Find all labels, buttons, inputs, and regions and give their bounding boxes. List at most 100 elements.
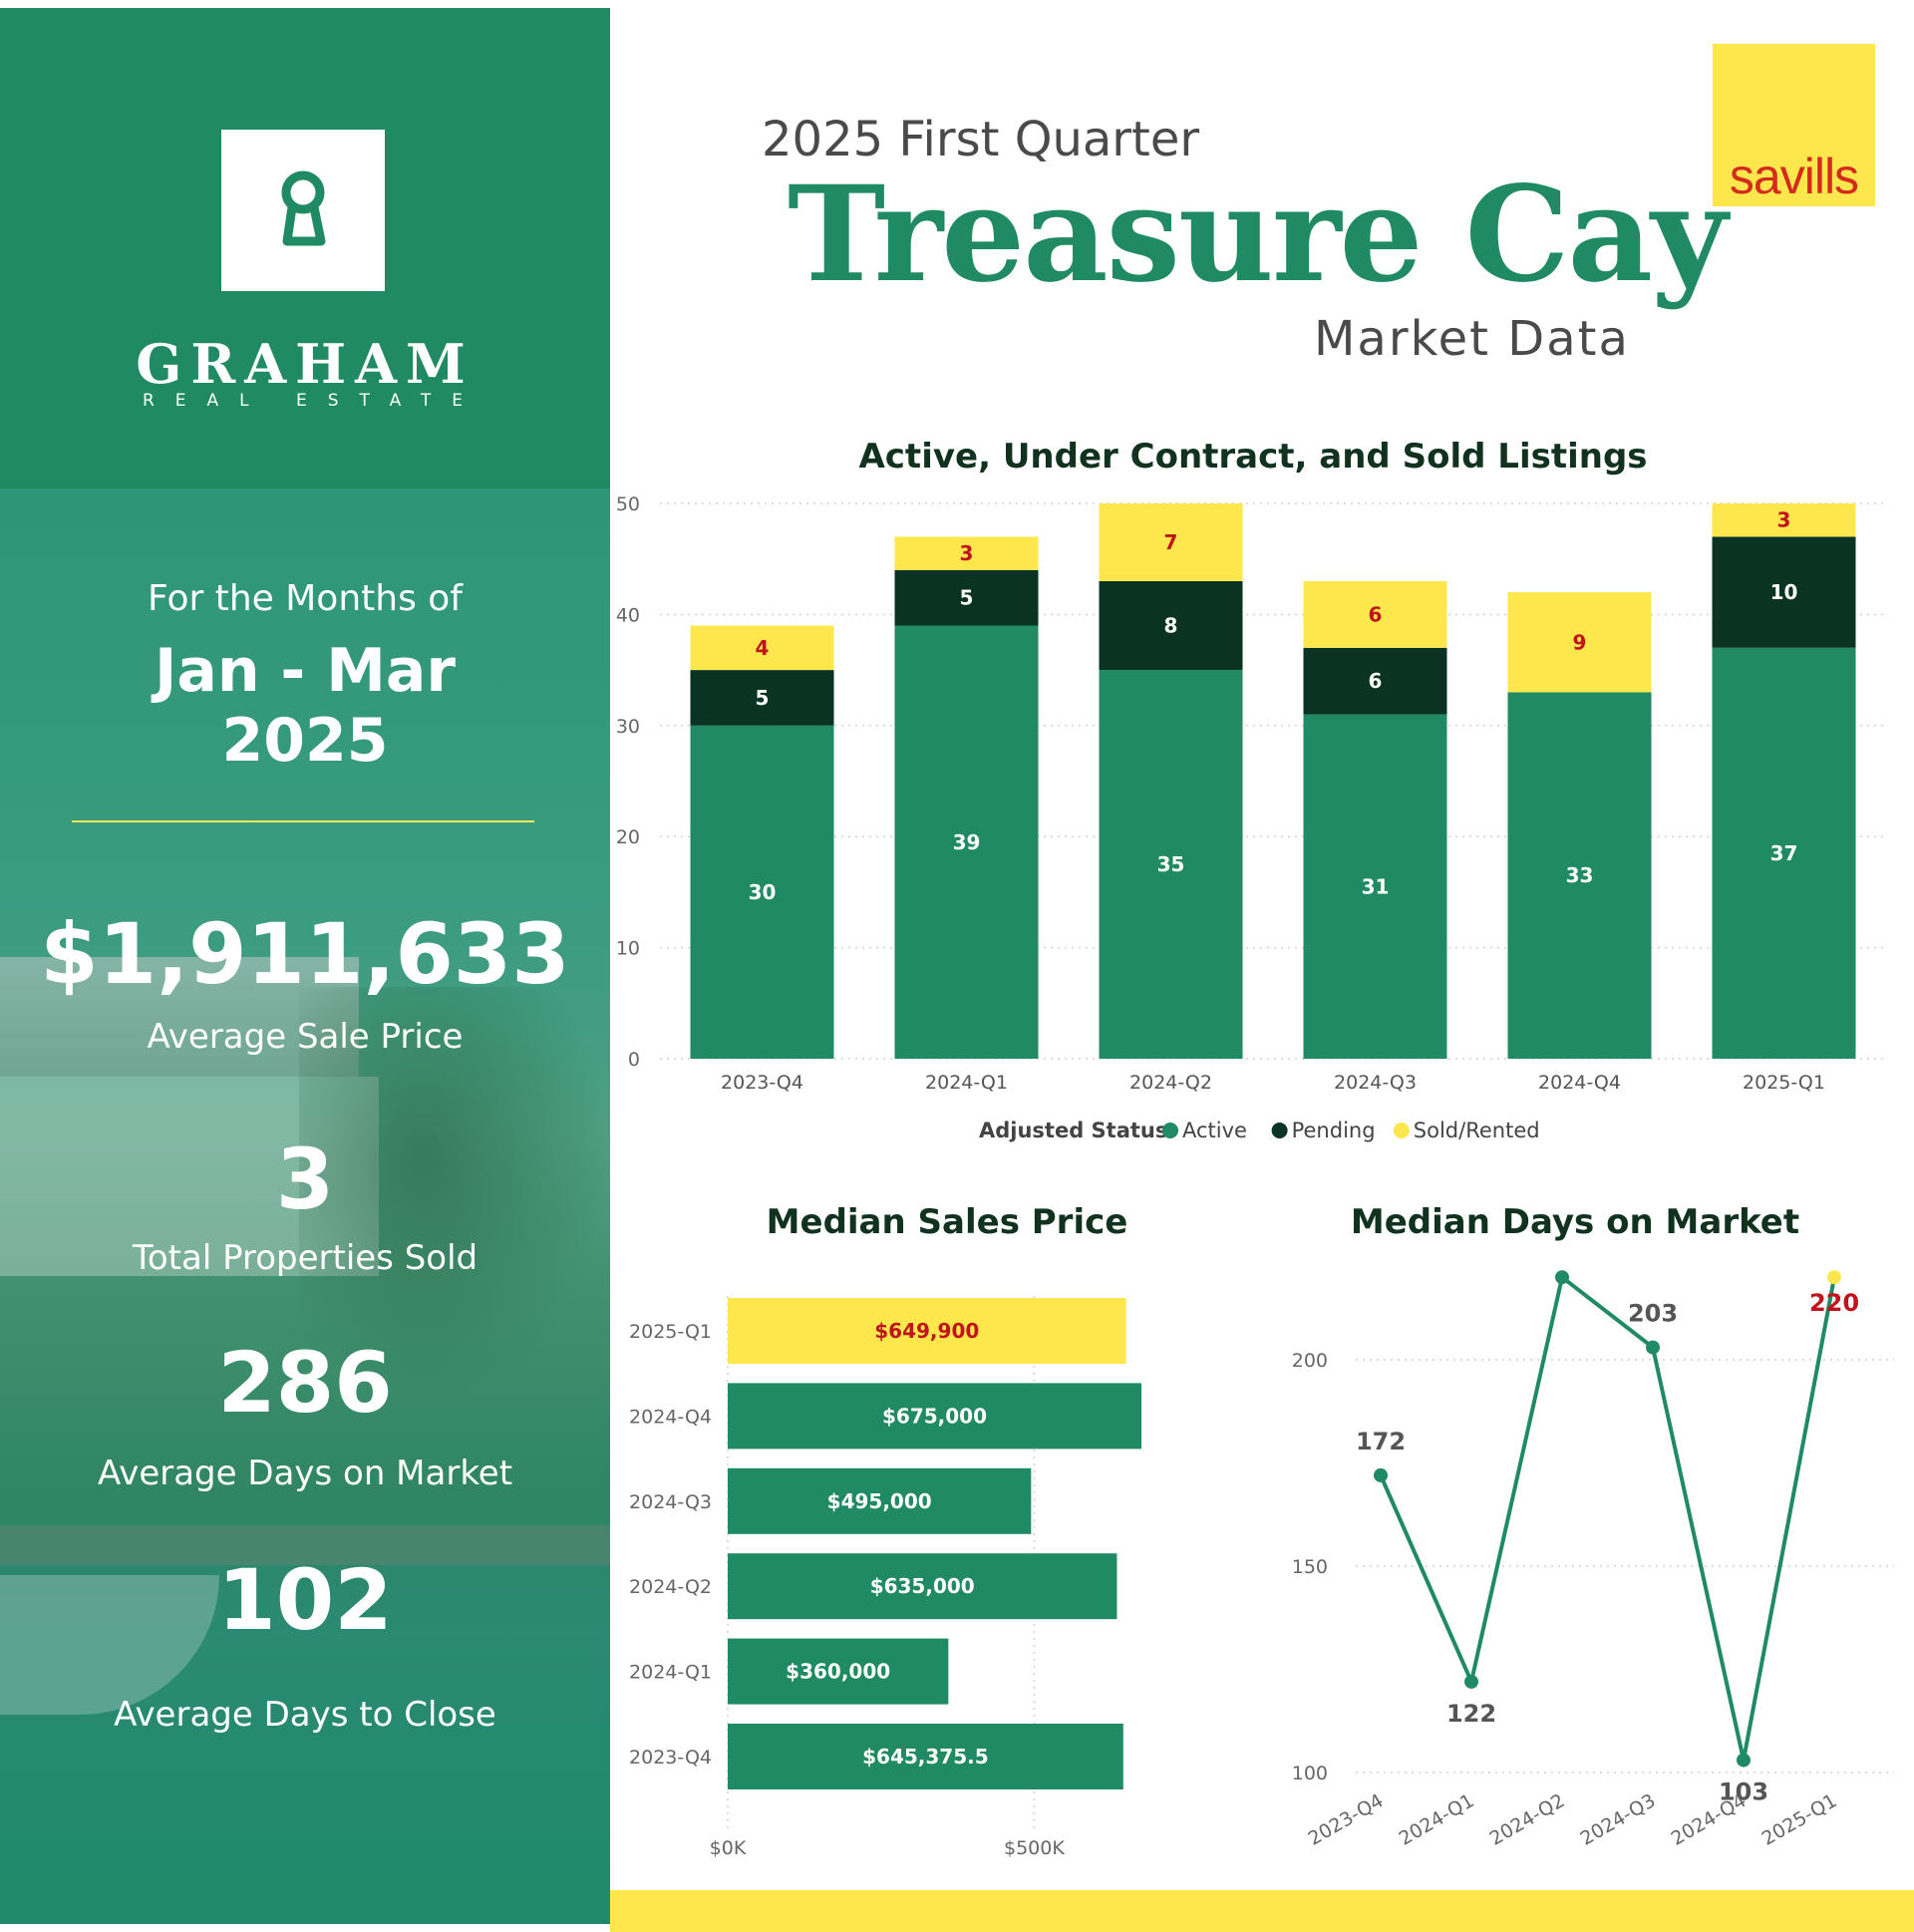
data-label: $675,000 xyxy=(882,1404,987,1428)
bar-segment-active xyxy=(1099,670,1243,1059)
bar-segment-active xyxy=(1507,692,1652,1059)
y-tick-label: 2024-Q1 xyxy=(629,1662,712,1684)
x-tick-label: 2024-Q4 xyxy=(1668,1789,1751,1850)
data-point xyxy=(1464,1674,1478,1689)
bar-segment-active xyxy=(894,625,1039,1059)
brand-tagline: REAL ESTATE xyxy=(142,391,484,411)
y-tick-label: 50 xyxy=(616,493,640,515)
y-tick-label: 0 xyxy=(628,1049,640,1071)
palm-trees-shape xyxy=(299,987,610,1406)
data-label: 122 xyxy=(1446,1700,1496,1728)
total-sold-value: 3 xyxy=(275,1130,335,1228)
median-price-bar-chart: $0K $500K $649,900 2025-Q1 $675,000 2024-Q4 $4… xyxy=(629,1296,1141,1859)
data-label: 6 xyxy=(1369,602,1383,626)
y-tick-label: 2024-Q4 xyxy=(629,1406,712,1428)
keyhole-icon xyxy=(281,170,326,246)
data-label: 220 xyxy=(1537,1256,1587,1257)
median-price-chart-title: Median Sales Price xyxy=(766,1202,1128,1242)
avg-dom-value: 286 xyxy=(217,1334,393,1432)
data-label: 220 xyxy=(1809,1289,1859,1317)
x-tick-label: 2024-Q1 xyxy=(1396,1789,1478,1850)
y-tick-label: 40 xyxy=(616,604,640,626)
x-tick-label: 2024-Q2 xyxy=(1129,1072,1212,1094)
data-label: $649,900 xyxy=(874,1319,979,1343)
y-tick-label: 20 xyxy=(616,826,640,848)
left-panel: GRAHAM REAL ESTATE For the Months of Jan… xyxy=(0,8,610,1924)
y-tick-label: 150 xyxy=(1292,1556,1328,1578)
data-label: $645,375.5 xyxy=(862,1745,989,1769)
x-tick-label: 2024-Q3 xyxy=(1577,1789,1660,1850)
x-tick-label: 2024-Q2 xyxy=(1486,1789,1569,1850)
data-label: 39 xyxy=(953,830,981,854)
report-title: Treasure Cay xyxy=(788,158,1728,312)
y-tick-label: 2025-Q1 xyxy=(629,1321,712,1343)
median-dom-chart-title: Median Days on Market xyxy=(1350,1202,1800,1242)
report-subtitle: 2025 First Quarter xyxy=(762,112,1200,167)
background-photo xyxy=(0,488,610,1924)
legend-swatch xyxy=(1162,1123,1178,1138)
y-tick-label: 10 xyxy=(616,938,640,960)
y-tick-label: 200 xyxy=(1292,1350,1328,1372)
period-year: 2025 xyxy=(221,706,389,776)
data-label: 8 xyxy=(1164,614,1178,638)
bar-segment-active xyxy=(690,725,834,1059)
avg-dom-label: Average Days on Market xyxy=(97,1453,513,1493)
avg-sale-price-value: $1,911,633 xyxy=(40,905,570,1003)
data-point xyxy=(1374,1467,1388,1482)
y-tick-label: 2024-Q3 xyxy=(629,1491,712,1513)
price-bar xyxy=(728,1553,1117,1620)
bar-segment-sold-rented xyxy=(894,536,1039,570)
data-label: 30 xyxy=(749,880,777,904)
divider xyxy=(72,820,534,822)
data-label: 35 xyxy=(1157,852,1185,876)
data-label: 4 xyxy=(756,636,770,660)
avg-close-label: Average Days to Close xyxy=(114,1695,496,1735)
x-tick-label: 2024-Q3 xyxy=(1334,1072,1417,1094)
legend-title: Adjusted Status xyxy=(979,1119,1167,1142)
x-tick-label: 2024-Q4 xyxy=(1538,1072,1621,1094)
listings-stacked-bar-chart: 0102030405030542023-Q439532024-Q13587202… xyxy=(616,493,1886,1142)
bar-segment-sold-rented xyxy=(1712,503,1856,537)
price-bar xyxy=(728,1298,1126,1364)
savills-wordmark: savills xyxy=(1729,149,1859,204)
data-label: 5 xyxy=(960,586,974,610)
y-tick-label: 2024-Q2 xyxy=(629,1576,712,1598)
report-suffix: Market Data xyxy=(1314,311,1630,367)
data-point xyxy=(1646,1340,1660,1355)
bar-segment-sold-rented xyxy=(1507,592,1652,693)
footer-bar xyxy=(610,1890,1914,1932)
price-bar xyxy=(728,1638,949,1705)
bar-segment-sold-rented xyxy=(1099,503,1243,581)
x-tick-label: $500K xyxy=(1004,1837,1065,1859)
avg-close-value: 102 xyxy=(217,1551,393,1649)
data-point xyxy=(1555,1270,1569,1285)
bar-segment-pending xyxy=(1712,536,1856,648)
x-tick-label: 2025-Q1 xyxy=(1743,1072,1825,1094)
data-label: $495,000 xyxy=(827,1489,932,1513)
listings-chart-title: Active, Under Contract, and Sold Listing… xyxy=(858,437,1648,477)
data-label: 203 xyxy=(1628,1300,1678,1328)
data-point xyxy=(1737,1753,1751,1768)
savills-logo: savills xyxy=(1713,44,1875,206)
legend-item: Pending xyxy=(1292,1119,1376,1142)
total-sold-label: Total Properties Sold xyxy=(132,1238,478,1278)
data-label: $360,000 xyxy=(786,1660,890,1684)
y-tick-label: 30 xyxy=(616,716,640,738)
price-bar xyxy=(728,1383,1141,1449)
bar-segment-sold-rented xyxy=(690,625,834,671)
period-intro: For the Months of xyxy=(148,578,463,619)
brand-name: GRAHAM xyxy=(136,332,475,396)
bar-segment-active xyxy=(1303,714,1447,1059)
keyhole-logo xyxy=(221,130,385,291)
bar-segment-active xyxy=(1712,647,1856,1059)
period-range: Jan - Mar xyxy=(155,636,456,706)
bar-segment-pending xyxy=(1099,580,1243,671)
x-tick-label: 2024-Q1 xyxy=(925,1072,1008,1094)
median-dom-line-chart: 1001502001722023-Q41222024-Q12202024-Q22… xyxy=(1292,1256,1894,1850)
bar-segment-pending xyxy=(690,670,834,726)
price-bar xyxy=(728,1467,1032,1534)
data-label: 7 xyxy=(1164,530,1178,554)
data-label: 37 xyxy=(1770,841,1798,865)
y-tick-label: 100 xyxy=(1292,1763,1328,1784)
x-tick-label: $0K xyxy=(710,1837,747,1859)
